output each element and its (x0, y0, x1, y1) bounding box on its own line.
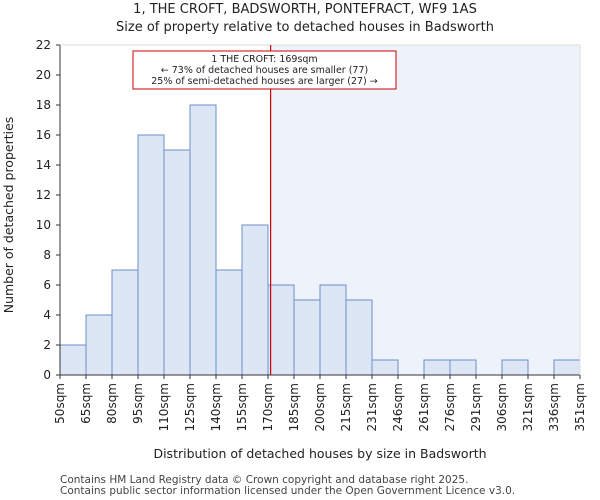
bar-50sqm (59, 344, 87, 376)
bar-200sqm (319, 284, 347, 376)
x-axis-label: Distribution of detached houses by size … (153, 446, 486, 461)
x-tick-label: 50sqm (53, 383, 67, 424)
chart-title: 1, THE CROFT, BADSWORTH, PONTEFRACT, WF9… (133, 2, 477, 17)
x-tick-label: 231sqm (365, 383, 379, 431)
bars (59, 104, 581, 376)
x-tick-label: 246sqm (391, 383, 405, 431)
bar-336sqm (553, 359, 581, 376)
x-tick-label: 155sqm (235, 383, 249, 431)
y-tick-label: 6 (43, 278, 51, 292)
x-tick-label: 95sqm (131, 383, 145, 424)
x-tick-label: 261sqm (417, 383, 431, 431)
y-axis-label: Number of detached properties (1, 117, 16, 314)
bar-231sqm (371, 359, 399, 376)
y-tick-label: 4 (43, 308, 51, 322)
x-tick-label: 185sqm (287, 383, 301, 431)
y-tick-label: 8 (43, 248, 51, 262)
x-tick-label: 215sqm (339, 383, 353, 431)
annotation-larger: 25% of semi-detached houses are larger (… (151, 76, 378, 87)
x-tick-label: 321sqm (521, 383, 535, 431)
y-tick-label: 12 (36, 188, 51, 202)
footer-line-1: Contains HM Land Registry data © Crown c… (60, 474, 468, 486)
bar-125sqm (189, 104, 217, 376)
y-tick-label: 10 (36, 218, 51, 232)
x-tick-label: 125sqm (183, 383, 197, 431)
annotation-label: 1 THE CROFT: 169sqm (211, 54, 317, 65)
y-tick-label: 18 (36, 98, 51, 112)
bar-95sqm (137, 134, 165, 376)
bar-276sqm (449, 359, 477, 376)
y-ticks: 0 2 4 6 8 10 12 14 16 18 20 22 (36, 38, 60, 382)
y-tick-label: 2 (43, 338, 51, 352)
chart-subtitle: Size of property relative to detached ho… (116, 20, 494, 35)
bar-261sqm (423, 359, 451, 376)
x-tick-label: 140sqm (209, 383, 223, 431)
bar-306sqm (501, 359, 529, 376)
y-tick-label: 14 (36, 158, 51, 172)
y-tick-label: 0 (43, 368, 51, 382)
x-tick-label: 291sqm (469, 383, 483, 431)
x-tick-label: 351sqm (573, 383, 587, 431)
x-ticks: 50sqm 65sqm 80sqm 95sqm 110sqm 125sqm 140sqm 15… (53, 375, 587, 431)
x-tick-label: 80sqm (105, 383, 119, 424)
x-tick-label: 170sqm (261, 383, 275, 431)
x-tick-label: 200sqm (313, 383, 327, 431)
bar-155sqm (241, 224, 269, 376)
x-tick-label: 336sqm (547, 383, 561, 431)
annotation-smaller: ← 73% of detached houses are smaller (77… (161, 65, 368, 76)
bar-65sqm (85, 314, 113, 376)
x-tick-label: 65sqm (79, 383, 93, 424)
bar-140sqm (215, 269, 243, 376)
bar-110sqm (163, 149, 191, 376)
bar-80sqm (111, 269, 139, 376)
x-tick-label: 306sqm (495, 383, 509, 431)
y-tick-label: 20 (36, 68, 51, 82)
x-tick-label: 276sqm (443, 383, 457, 431)
bar-170sqm (267, 284, 295, 376)
y-tick-label: 22 (36, 38, 51, 52)
bar-215sqm (345, 299, 373, 376)
bar-185sqm (293, 299, 321, 376)
y-tick-label: 16 (36, 128, 51, 142)
annotation-box (132, 50, 397, 90)
footer-line-2: Contains public sector information licen… (60, 485, 515, 497)
x-tick-label: 110sqm (157, 383, 171, 431)
